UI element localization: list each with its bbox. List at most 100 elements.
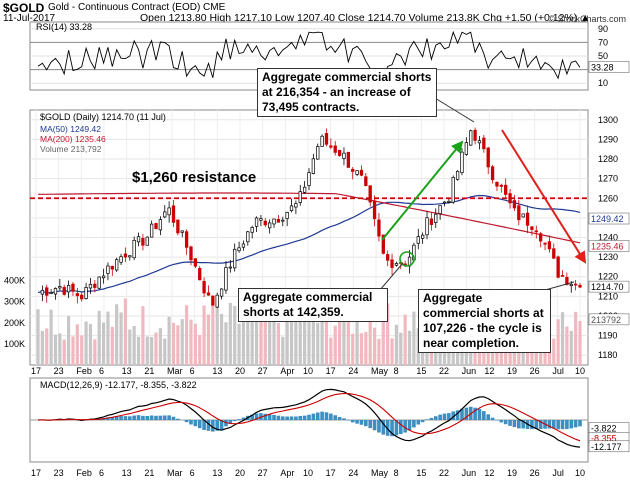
volume-tick-label: 100K [4, 339, 25, 349]
macd-histogram-bar [276, 415, 281, 420]
macd-histogram-bar [390, 420, 394, 437]
candle-body [193, 258, 198, 267]
annotation-bottom: Aggregate commercial shorts at 107,226 -… [418, 289, 551, 353]
x-tick-label-macd: 19 [507, 468, 517, 478]
candle-body [180, 230, 184, 233]
x-tick-label: 8 [394, 366, 399, 376]
volume-bar [285, 302, 289, 365]
candle-body [560, 275, 565, 277]
candle-body [504, 184, 508, 195]
candle-body [451, 177, 455, 203]
volume-tick-label: 200K [4, 318, 25, 328]
macd-histogram-bar [385, 420, 390, 436]
macd-histogram-bar [503, 420, 508, 425]
macd-histogram-bar [350, 420, 355, 423]
candle-body [329, 145, 333, 148]
x-tick-label-macd: 17 [31, 468, 41, 478]
macd-histogram-bar [425, 419, 429, 420]
candle-body [233, 248, 237, 269]
macd-histogram-bar [145, 415, 150, 420]
volume-bar [294, 314, 298, 365]
candle-body [573, 283, 578, 286]
volume-bar [272, 308, 276, 365]
macd-legend: MACD(12,26,9) -12.177, -8.355, -3.822 [40, 380, 197, 390]
volume-bar [254, 304, 259, 365]
volume-bar [276, 322, 281, 365]
ma200-tag: 1235.46 [591, 241, 624, 251]
candle-body [307, 172, 311, 186]
candle-body [578, 284, 582, 288]
candle-body [84, 287, 88, 299]
candle-body [342, 152, 346, 159]
candle-body [228, 266, 232, 269]
candle-body [337, 150, 342, 156]
candle-body [88, 283, 93, 289]
candle-body [268, 222, 272, 229]
macd-histogram-bar [538, 420, 543, 429]
candle-body [482, 137, 486, 150]
candle-body [110, 266, 114, 270]
ma50-legend: MA(50) 1249.42 [40, 124, 101, 134]
candle-body [250, 227, 254, 233]
macd-signal-line [38, 392, 581, 442]
macd-histogram-bar [197, 420, 202, 429]
candle-body [394, 263, 399, 266]
x-tick-label-macd: 6 [190, 468, 195, 478]
x-tick-label: 22 [439, 366, 449, 376]
candle-body [464, 142, 469, 155]
macd-line [37, 388, 581, 448]
candle-body [254, 217, 259, 227]
volume-bar [66, 315, 71, 365]
volume-bar [552, 338, 556, 365]
volume-bar [198, 335, 202, 365]
candle-body [499, 184, 503, 187]
candle-body [53, 288, 58, 295]
candle-body [539, 233, 543, 242]
x-tick-label: 26 [530, 366, 540, 376]
volume-bar [167, 316, 171, 365]
rsi-tag-bg [588, 61, 630, 73]
volume-bar [36, 309, 40, 365]
x-tick-label-macd: Feb [76, 468, 92, 478]
x-tick-label-macd: 24 [348, 468, 358, 478]
macd-histogram-bar [407, 420, 412, 431]
candle-body [281, 219, 285, 222]
candle-body [521, 213, 525, 218]
volume-bar [289, 318, 294, 365]
candle-body [543, 242, 547, 245]
ma50-tag-bg [588, 212, 630, 225]
volume-bar [268, 315, 272, 365]
macd-histogram-bar [141, 415, 145, 420]
macd-histogram-bar [167, 415, 171, 420]
volume-bar [193, 323, 197, 365]
candle-body [289, 205, 294, 211]
macd-histogram-bar [162, 415, 167, 420]
candle-body [333, 145, 337, 153]
macd-histogram-bar [368, 420, 372, 429]
x-tick-label-macd: 17 [326, 468, 336, 478]
macd-histogram-bar [171, 416, 176, 420]
candle-body [189, 246, 193, 261]
volume-bar [390, 338, 394, 365]
candle-body [469, 130, 473, 146]
x-tick-label: 27 [258, 366, 268, 376]
macd-histogram-bar [530, 420, 534, 430]
ma200-tag-bg [588, 240, 630, 252]
candle-body [442, 201, 447, 204]
volume-bar [150, 337, 154, 365]
macd-histogram-bar [237, 419, 241, 420]
macd-histogram-bar [158, 415, 163, 420]
x-tick-label-macd: 10 [303, 468, 313, 478]
x-tick-label-macd: 8 [394, 468, 399, 478]
rsi-tick-label: 90 [598, 24, 608, 34]
ohlc-summary: Open 1213.80 High 1217.10 Low 1207.40 Cl… [140, 12, 591, 24]
annotation-mid-pointer [379, 262, 404, 291]
candle-body [75, 293, 79, 297]
macd-histogram-bar [224, 420, 228, 427]
x-tick-label-macd: 26 [530, 468, 540, 478]
macd-histogram-bar [228, 420, 233, 425]
volume-bar [97, 310, 101, 365]
volume-bar [386, 303, 390, 365]
x-tick-label-macd: 22 [439, 468, 449, 478]
macd-histogram-bar [517, 420, 521, 429]
